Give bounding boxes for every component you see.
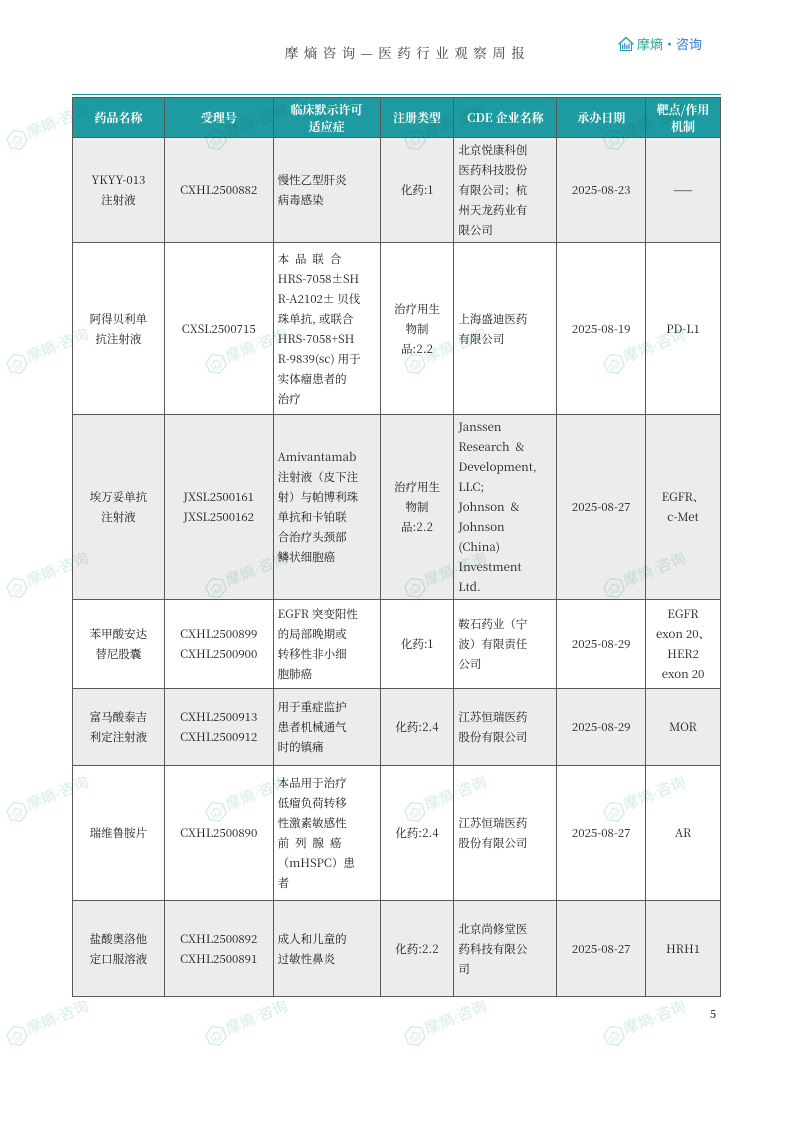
svg-text:·咨询: ·咨询 [663,34,702,53]
svg-text:摩熵: 摩熵 [637,34,663,53]
